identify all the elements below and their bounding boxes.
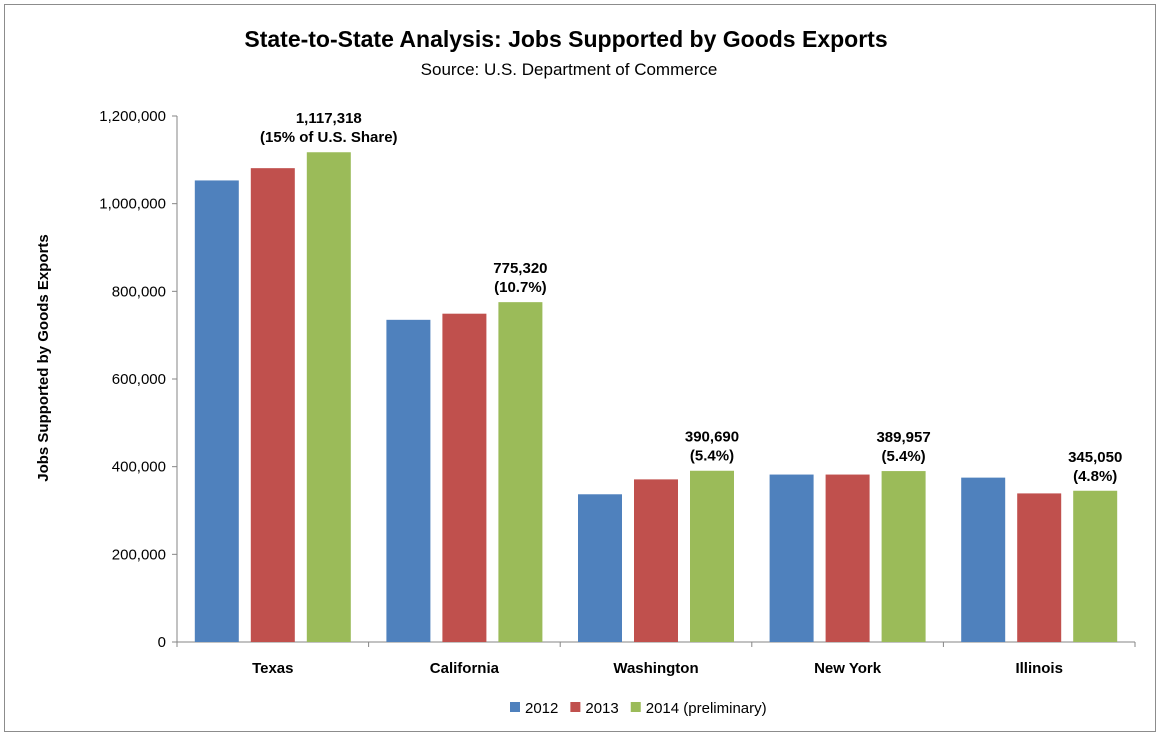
category-label: Washington <box>613 660 698 677</box>
data-label: (4.8%) <box>1073 468 1117 485</box>
bar-2013-new-york <box>825 474 870 642</box>
chart-frame: State-to-State Analysis: Jobs Supported … <box>4 4 1156 732</box>
bar-2013-texas <box>250 168 295 642</box>
data-label: 1,117,318 <box>296 110 362 127</box>
bar-2012-washington <box>578 494 622 642</box>
legend-label: 2013 <box>585 700 618 717</box>
chart-title: State-to-State Analysis: Jobs Supported … <box>244 26 887 52</box>
category-label: New York <box>814 660 882 677</box>
legend-label: 2014 (preliminary) <box>646 700 767 717</box>
y-tick-label: 200,000 <box>112 546 166 563</box>
bar-2013-washington <box>634 479 678 642</box>
legend-swatch <box>570 702 581 712</box>
bar-2014-new-york <box>881 471 926 642</box>
data-label: 345,050 <box>1068 449 1122 466</box>
bar-2013-california <box>442 313 487 642</box>
data-label: 775,320 <box>493 260 547 277</box>
chart-svg: State-to-State Analysis: Jobs Supported … <box>35 26 1136 717</box>
bar-2012-texas <box>194 180 239 642</box>
bar-2014-texas <box>306 152 351 642</box>
y-axis-label: Jobs Supported by Goods Exports <box>35 234 52 482</box>
data-label: (5.4%) <box>690 448 734 465</box>
bar-2012-illinois <box>961 477 1006 642</box>
y-tick-label: 0 <box>158 634 166 651</box>
legend: 2012 2013 2014 (preliminary) <box>510 700 767 717</box>
bar-2012-new-york <box>769 474 814 642</box>
bar-2014-california <box>498 302 543 642</box>
data-label: (15% of U.S. Share) <box>260 129 398 146</box>
bar-2012-california <box>386 319 431 642</box>
y-tick-label: 1,000,000 <box>99 196 166 213</box>
y-tick-label: 400,000 <box>112 459 166 476</box>
data-label: (5.4%) <box>882 448 926 465</box>
bar-2014-illinois <box>1073 490 1118 642</box>
axes: 0 200,000 400,000 600,000 800,000 1,000,000 1,… <box>99 108 1136 677</box>
y-tick-label: 600,000 <box>112 371 166 388</box>
bar-2013-illinois <box>1017 493 1062 642</box>
category-label: Texas <box>252 660 293 677</box>
legend-swatch <box>510 702 520 712</box>
bars <box>194 152 1118 642</box>
data-label: 390,690 <box>685 429 739 446</box>
y-tick-label: 1,200,000 <box>99 108 166 125</box>
data-label: (10.7%) <box>494 279 547 296</box>
data-labels: 1,117,318 (15% of U.S. Share) 775,320 (10.7… <box>260 110 1122 485</box>
category-label: California <box>430 660 500 677</box>
bar-2014-washington <box>690 470 734 642</box>
category-label: Illinois <box>1015 660 1063 677</box>
chart-subtitle: Source: U.S. Department of Commerce <box>421 60 718 79</box>
legend-swatch <box>630 702 641 712</box>
legend-label: 2012 <box>525 700 558 717</box>
data-label: 389,957 <box>876 429 930 446</box>
y-tick-label: 800,000 <box>112 283 166 300</box>
